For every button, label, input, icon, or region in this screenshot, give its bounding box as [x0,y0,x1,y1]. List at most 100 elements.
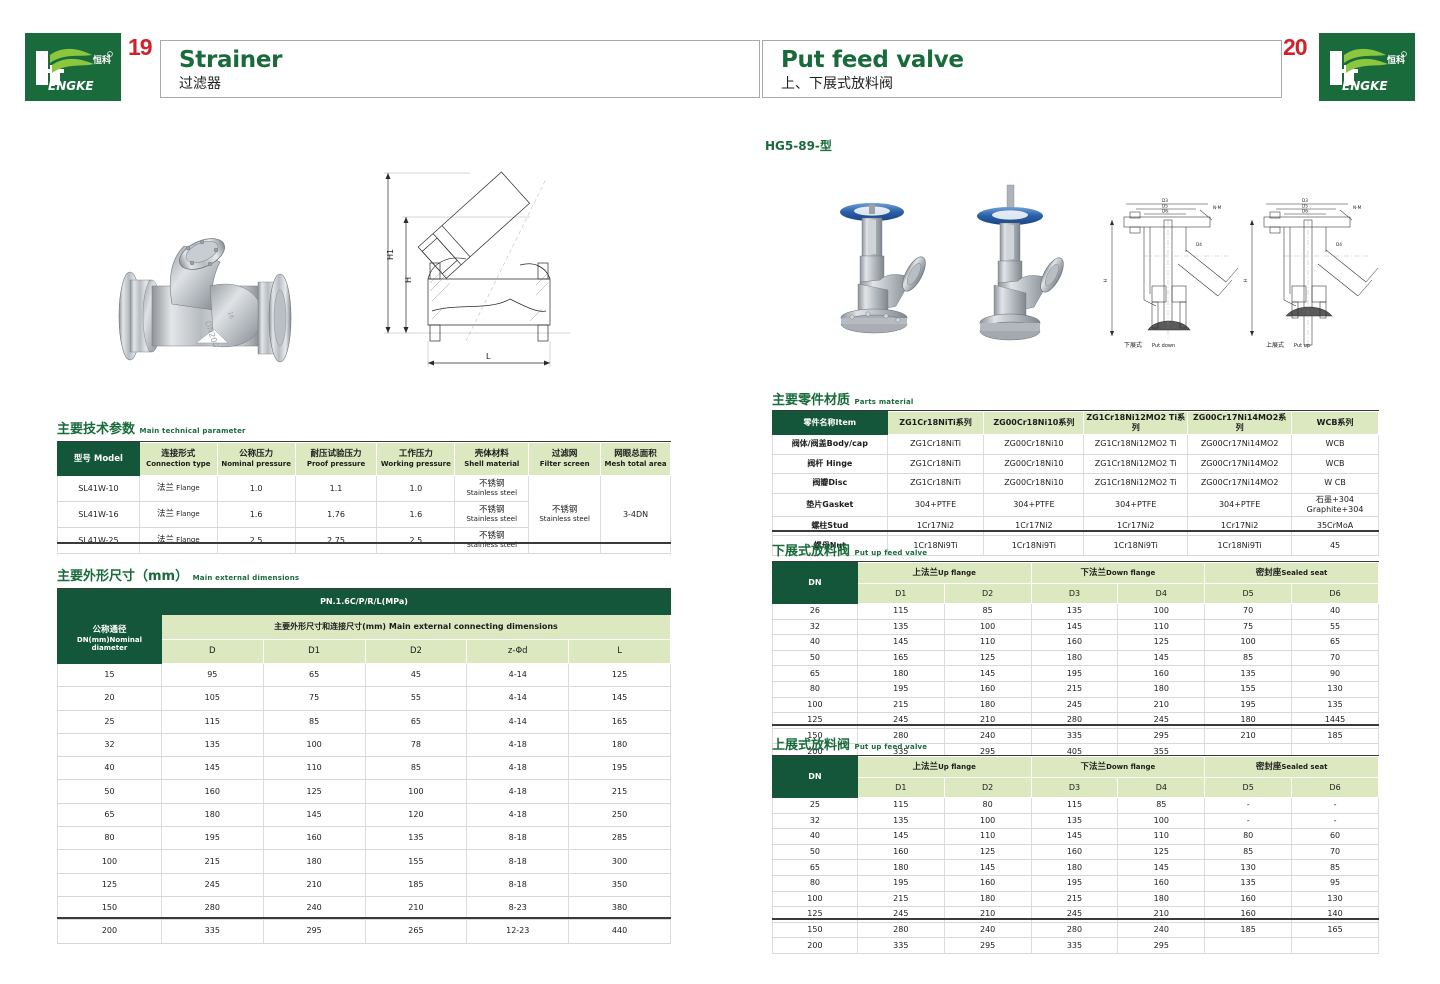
cell-d2: 145 [943,859,1032,876]
cell-d4: 85 [1117,797,1206,814]
cell-model: SL41W-10 [57,475,140,502]
col-header-D2: D2 [943,583,1032,604]
caption-put-up: 上展式 [1266,341,1284,349]
caption-put-down: 下展式 [1124,341,1142,349]
cell-d2: 125 [943,649,1032,667]
cell-mesh-total-area: 3-4DN [600,475,671,554]
table-row: 65 180 145 180 145 130 85 [772,859,1379,876]
cell-dn: 80 [57,826,162,851]
cell-d4: 100 [1117,812,1206,830]
cell-d6: - [1291,797,1379,814]
cell-d5: 180 [1204,712,1293,729]
col-header-D5: D5 [1204,583,1293,604]
table-row: 50 165 125 180 145 85 70 [772,649,1379,667]
cell-c5: 石墨+304 Graphite+304 [1291,492,1379,517]
heading-cn: 上展式放料阀 [772,738,851,753]
cell-d2: 125 [943,843,1032,861]
col-header-D4: D4 [1117,583,1206,604]
cell-d2: 265 [364,919,468,944]
col-group-up-flange: 上法兰Up flange [856,562,1032,584]
cell-d2: 160 [943,680,1032,698]
table-row: 65 180 145 120 4-18 250 [57,802,671,828]
cell-d1: 75 [262,686,366,711]
page-number-right: 20 [1283,34,1308,60]
cell-dn: 26 [772,603,858,620]
table-row: 螺柱Stud 1Cr17Ni2 1Cr17Ni2 1Cr17Ni2 1Cr17Ni2 35… [772,515,1379,537]
cell-zd: 8-18 [466,872,570,897]
col-group-up-flange: 上法兰Up flange [856,756,1032,778]
cell-c4: ZG00Cr17Ni14MO2 [1187,473,1293,494]
cell-zd: 4-14 [466,686,570,711]
cell-c2: 304+PTFE [983,492,1085,517]
cell-connection-type: 法兰 Flange [138,527,218,554]
table-row: 200 335 295 335 295 [772,937,1379,954]
cell-c4: 1Cr18Ni9Ti [1187,535,1293,556]
cell-dn: 100 [772,696,858,714]
cell-connection-type: 法兰 Flange [138,475,218,502]
cell-d4: 100 [1117,603,1206,620]
col-header-Working pressure: 工作压力 Working pressure [376,442,456,476]
cell-zd: 4-18 [466,732,570,758]
cell-d5: 195 [1204,696,1293,714]
cell-c3: ZG1Cr18Ni12MO2 Ti [1083,453,1189,475]
cell-l: 440 [568,919,671,944]
cell-l: 250 [568,802,671,828]
cell-d6: 130 [1291,890,1379,908]
col-header-Mesh total area: 网眼总面积 Mesh total area [600,442,671,476]
table-row: 40 145 110 145 110 80 60 [772,828,1379,845]
table-row: 80 195 160 215 180 155 130 [772,680,1379,698]
col-header-Filter screen: 过滤网 Filter screen [528,442,602,476]
cell-nominal: 1.0 [216,475,296,502]
cell-proof: 2.75 [294,527,378,554]
cell-d1: 245 [856,906,945,923]
cell-d5: 155 [1204,680,1293,698]
brand-logo-left: ENGKE 恒科 R [25,33,121,101]
heading-cn: 主要外形尺寸（mm） [57,569,189,584]
cell-l: 285 [568,826,671,851]
cell-d2: 55 [364,686,468,711]
cell-d: 135 [160,732,264,758]
cell-dn: 80 [772,680,858,698]
cell-d6: 1445 [1291,712,1379,729]
table-row: 垫片Gasket 304+PTFE 304+PTFE 304+PTFE 304+PTFE… [772,492,1379,517]
cell-c3: 1Cr18Ni9Ti [1083,535,1189,556]
cell-d4: 245 [1117,712,1206,729]
cell-d3: 215 [1030,890,1119,908]
col-header-D3: D3 [1030,777,1119,798]
table-row: 32 135 100 145 110 75 55 [772,618,1379,636]
table-up-feed-valve: DN 上法兰Up flange 下法兰Down flange 密封座Sealed se… [772,756,1379,954]
cell-d6: 60 [1291,828,1379,845]
cell-d6: 55 [1291,618,1379,636]
col-header-D1: D1 [262,639,366,664]
svg-text:N-M: N-M [1213,205,1222,210]
cell-c3: 304+PTFE [1083,492,1189,517]
cell-dn: 80 [772,874,858,892]
cell-d3: 180 [1030,859,1119,876]
cell-c1: 1Cr18Ni9Ti [886,535,985,556]
col-header-series-5: WCB系列 [1291,411,1379,435]
cell-d3: 195 [1030,874,1119,892]
cell-c1: 1Cr17Ni2 [886,515,985,537]
heading-en: Main external dimensions [192,574,300,582]
table-parts-material: 零件名称Item ZG1Cr18NiTi系列 ZG00Cr18Ni10系列 ZG1Cr… [772,411,1379,556]
cell-dn: 125 [57,872,162,897]
section-title-right: Put feed valve 上、下展式放料阀 [762,40,1282,98]
col-header-series-1: ZG1Cr18NiTi系列 [886,411,985,435]
cell-zd: 8-18 [466,826,570,851]
col-header-D4: D4 [1117,777,1206,798]
cell-d: 105 [160,686,264,711]
table-row: 80 195 160 195 160 135 95 [772,874,1379,892]
cell-c2: ZG00Cr18Ni10 [983,434,1085,455]
strainer-photo: DN200 16 [110,200,340,390]
col-header-Model: 型号 Model [57,442,140,476]
heading-cn: 下展式放料阀 [772,544,851,559]
cell-d6: - [1291,812,1379,830]
cell-nominal: 2.5 [216,527,296,554]
svg-text:D5: D5 [1302,204,1308,209]
cell-zd: 8-23 [466,895,570,921]
cell-d2: 100 [943,812,1032,830]
col-header-series-3: ZG1Cr18Ni12MO2 Ti系列 [1083,411,1189,435]
heading-en: Main technical parameter [139,427,246,435]
cell-zd: 12-23 [466,919,570,944]
cell-d1: 65 [262,662,366,688]
